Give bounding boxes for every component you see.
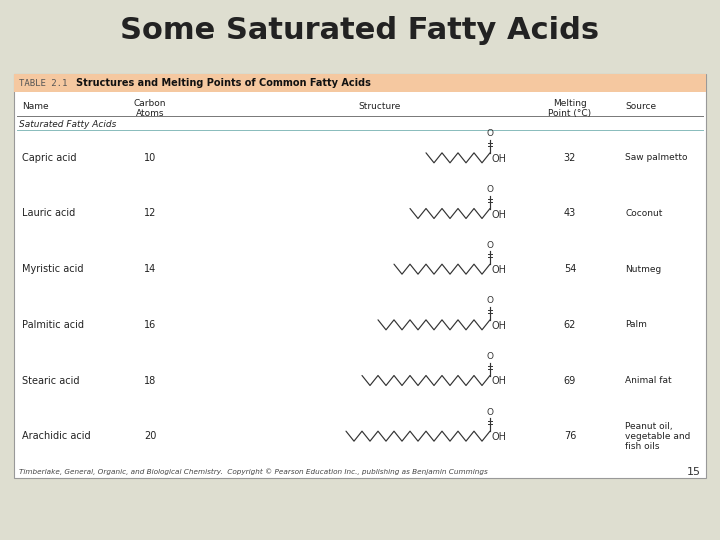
- Text: Structure: Structure: [359, 102, 401, 111]
- Bar: [14, 74, 706, 92]
- Text: Timberlake, General, Organic, and Biological Chemistry.  Copyright © Pearson Edu: Timberlake, General, Organic, and Biolog…: [19, 469, 487, 475]
- Text: O: O: [487, 352, 493, 361]
- Text: Saturated Fatty Acids: Saturated Fatty Acids: [19, 120, 117, 129]
- Text: 12: 12: [144, 208, 156, 219]
- Text: OH: OH: [492, 376, 507, 387]
- Text: Capric acid: Capric acid: [22, 153, 76, 163]
- Text: Some Saturated Fatty Acids: Some Saturated Fatty Acids: [120, 16, 600, 45]
- Text: 20: 20: [144, 431, 156, 441]
- Text: 14: 14: [144, 264, 156, 274]
- Text: Arachidic acid: Arachidic acid: [22, 431, 91, 441]
- Text: 76: 76: [564, 431, 576, 441]
- Text: OH: OH: [492, 210, 507, 219]
- Text: Palm: Palm: [625, 320, 647, 329]
- Text: OH: OH: [492, 265, 507, 275]
- Text: 43: 43: [564, 208, 576, 219]
- Text: OH: OH: [492, 321, 507, 331]
- Text: 10: 10: [144, 153, 156, 163]
- Text: 69: 69: [564, 375, 576, 386]
- Text: OH: OH: [492, 432, 507, 442]
- Text: OH: OH: [492, 154, 507, 164]
- Text: O: O: [487, 241, 493, 249]
- Text: 62: 62: [564, 320, 576, 330]
- Text: Saw palmetto: Saw palmetto: [625, 153, 688, 163]
- Text: 15: 15: [687, 467, 701, 477]
- Text: 54: 54: [564, 264, 576, 274]
- Text: Structures and Melting Points of Common Fatty Acids: Structures and Melting Points of Common …: [76, 78, 371, 88]
- Bar: [14, 74, 706, 478]
- Text: O: O: [487, 296, 493, 305]
- Text: Coconut: Coconut: [625, 209, 662, 218]
- Text: Nutmeg: Nutmeg: [625, 265, 661, 274]
- Text: O: O: [487, 185, 493, 194]
- Text: Carbon
Atoms: Carbon Atoms: [134, 99, 166, 118]
- Text: Peanut oil,
vegetable and
fish oils: Peanut oil, vegetable and fish oils: [625, 422, 690, 451]
- Text: TABLE 2.1: TABLE 2.1: [19, 78, 68, 87]
- Text: Melting
Point (°C): Melting Point (°C): [549, 99, 592, 118]
- Text: Stearic acid: Stearic acid: [22, 375, 79, 386]
- Text: Myristic acid: Myristic acid: [22, 264, 84, 274]
- Text: Name: Name: [22, 102, 49, 111]
- Text: 32: 32: [564, 153, 576, 163]
- Text: Palmitic acid: Palmitic acid: [22, 320, 84, 330]
- Text: Source: Source: [625, 102, 656, 111]
- Text: O: O: [487, 130, 493, 138]
- Text: Lauric acid: Lauric acid: [22, 208, 76, 219]
- Text: O: O: [487, 408, 493, 417]
- Text: Animal fat: Animal fat: [625, 376, 672, 385]
- Text: 18: 18: [144, 375, 156, 386]
- Text: 16: 16: [144, 320, 156, 330]
